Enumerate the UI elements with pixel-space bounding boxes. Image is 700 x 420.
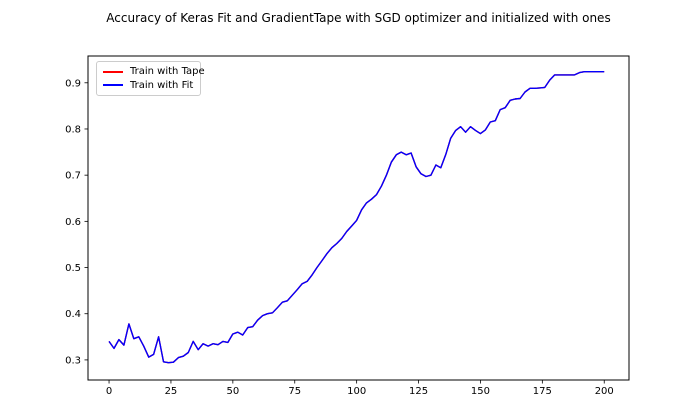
x-tick-label: 25: [165, 386, 178, 397]
chart-title: Accuracy of Keras Fit and GradientTape w…: [106, 11, 611, 25]
legend: Train with Tape Train with Fit: [96, 61, 205, 96]
y-tick-label: 0.3: [65, 355, 81, 366]
legend-line-swatch-fit: [103, 84, 123, 87]
y-tick-label: 0.4: [65, 309, 81, 320]
x-tick-label: 200: [595, 386, 614, 397]
y-tick-label: 0.6: [65, 217, 81, 228]
x-tick-label: 50: [226, 386, 239, 397]
x-tick-label: 100: [347, 386, 366, 397]
y-tick-label: 0.9: [65, 78, 81, 89]
y-tick-label: 0.7: [65, 171, 81, 182]
x-tick-label: 175: [533, 386, 552, 397]
accuracy-line-tape: [108, 70, 605, 364]
x-tick-label: 75: [288, 386, 301, 397]
x-tick-label: 0: [106, 386, 112, 397]
legend-label-tape: Train with Tape: [130, 66, 205, 78]
y-tick-label: 0.8: [65, 124, 81, 135]
legend-item-tape: Train with Tape: [103, 65, 205, 78]
legend-line-swatch-tape: [103, 70, 123, 73]
x-tick-label: 125: [409, 386, 428, 397]
axes-spines: [87, 55, 630, 381]
legend-item-fit: Train with Fit: [103, 79, 194, 92]
legend-label-fit: Train with Fit: [130, 79, 194, 91]
y-tick-label: 0.5: [65, 263, 81, 274]
accuracy-line-fit: [108, 70, 605, 364]
x-tick-label: 150: [471, 386, 490, 397]
